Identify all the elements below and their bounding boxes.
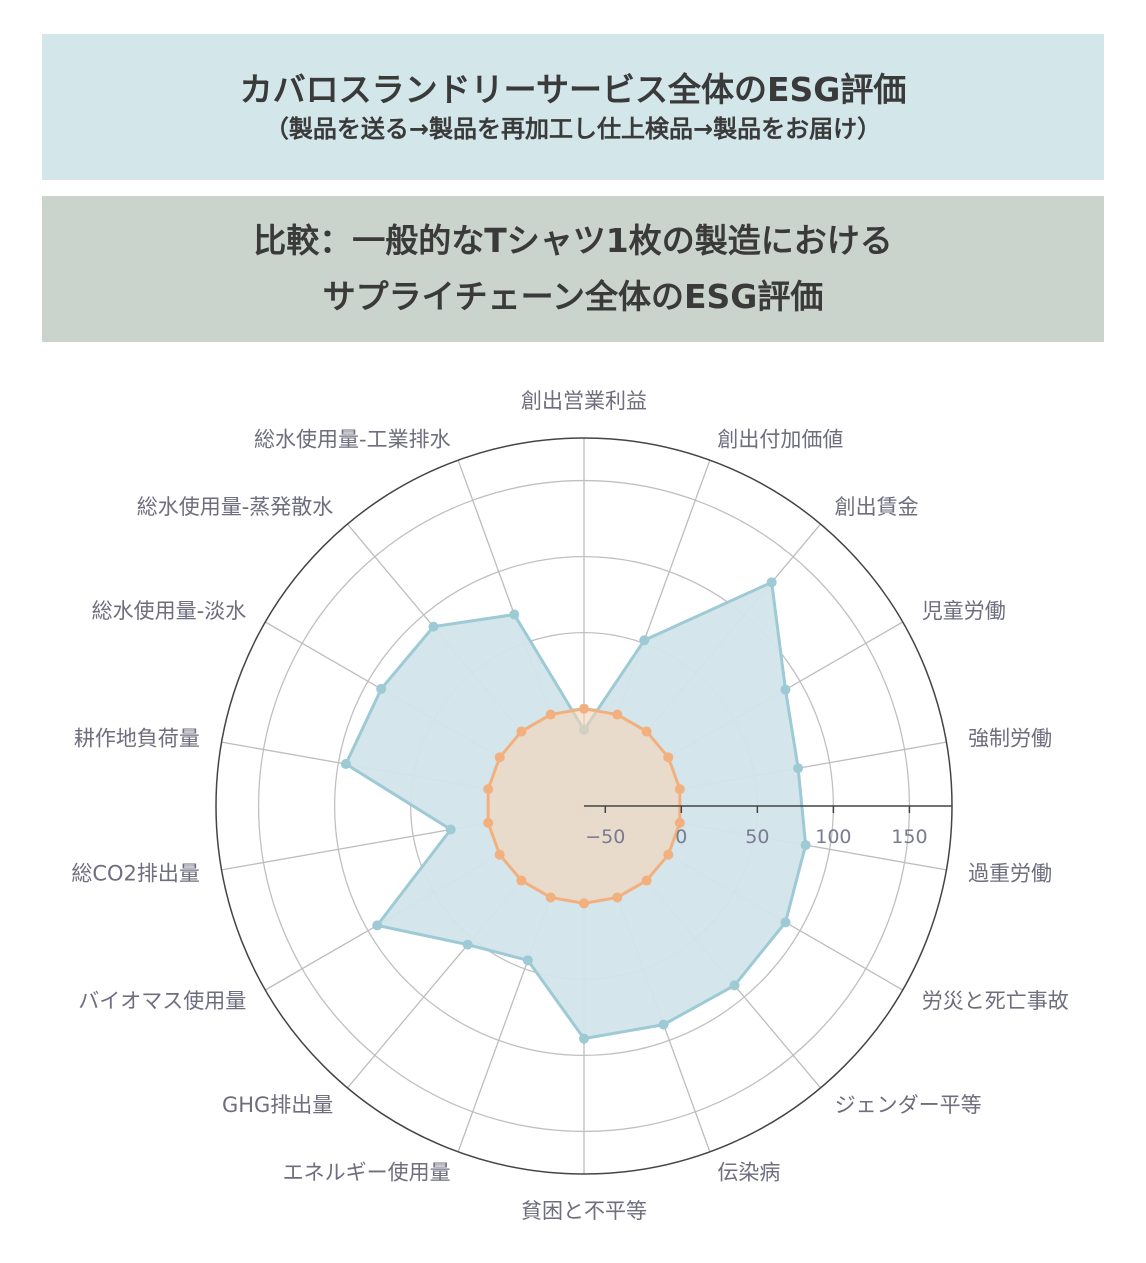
- category-label: 耕作地負荷量: [74, 726, 200, 750]
- category-label: 伝染病: [717, 1160, 780, 1184]
- data-point: [376, 683, 387, 694]
- category-label: 総CO2排出量: [71, 862, 200, 886]
- data-point: [483, 784, 494, 795]
- data-point: [522, 955, 533, 966]
- radial-tick-label: 150: [891, 826, 927, 848]
- data-point: [641, 726, 652, 737]
- data-point: [545, 709, 556, 720]
- comparison-line-2: サプライチェーン全体のESG評価: [322, 277, 824, 316]
- category-label: 児童労働: [922, 599, 1006, 623]
- data-point: [579, 1033, 589, 1044]
- comparison-line-1: 比較：一般的なTシャツ1枚の製造における: [253, 221, 893, 260]
- title-box: カバロスランドリーサービス全体のESG評価 （製品を送る→製品を再加工し仕上検品…: [42, 34, 1104, 180]
- data-point: [793, 763, 804, 774]
- chart-subtitle: （製品を送る→製品を再加工し仕上検品→製品をお届け）: [264, 115, 882, 143]
- data-point: [639, 635, 650, 646]
- data-point: [494, 752, 505, 763]
- category-label: バイオマス使用量: [78, 989, 246, 1013]
- data-point: [800, 840, 811, 851]
- data-point: [509, 609, 520, 620]
- data-point: [674, 784, 685, 795]
- data-point: [780, 917, 791, 928]
- data-point: [674, 817, 685, 828]
- data-point: [658, 1019, 669, 1030]
- category-label: 創出営業利益: [521, 389, 647, 413]
- category-label: 創出賃金: [835, 495, 919, 519]
- data-point: [516, 875, 527, 886]
- data-point: [462, 939, 473, 950]
- data-point: [780, 684, 791, 695]
- data-point: [729, 980, 740, 991]
- data-point: [516, 726, 527, 737]
- data-point: [545, 892, 556, 903]
- radial-tick-label: −50: [585, 826, 625, 848]
- data-point: [579, 898, 589, 909]
- data-point: [445, 824, 456, 835]
- comparison-box: 比較：一般的なTシャツ1枚の製造における サプライチェーン全体のESG評価: [42, 196, 1104, 342]
- category-label: ジェンダー平等: [835, 1093, 982, 1117]
- category-label: 総水使用量-工業排水: [254, 428, 451, 452]
- radial-tick-label: 100: [815, 826, 851, 848]
- data-point: [612, 709, 623, 720]
- data-point: [766, 577, 777, 588]
- radial-tick-label: 0: [675, 826, 687, 848]
- data-point: [663, 752, 674, 763]
- category-label: GHG排出量: [222, 1093, 333, 1117]
- category-label: 強制労働: [968, 726, 1052, 750]
- category-label: 労災と死亡事故: [922, 989, 1069, 1013]
- radial-tick-label: 50: [745, 826, 769, 848]
- data-point: [494, 849, 505, 860]
- data-point: [579, 703, 589, 714]
- data-point: [641, 875, 652, 886]
- category-label: 貧困と不平等: [521, 1199, 647, 1223]
- category-label: 総水使用量-淡水: [92, 599, 247, 623]
- category-label: 創出付加価値: [717, 428, 843, 452]
- chart-title: カバロスランドリーサービス全体のESG評価: [239, 70, 907, 109]
- data-point: [428, 621, 439, 632]
- data-point: [483, 817, 494, 828]
- category-label: 総水使用量-蒸発散水: [137, 495, 334, 519]
- data-point: [612, 892, 623, 903]
- data-point: [372, 920, 383, 931]
- data-point: [663, 849, 674, 860]
- data-point: [340, 759, 351, 770]
- category-label: エネルギー使用量: [283, 1160, 451, 1184]
- category-label: 過重労働: [968, 862, 1052, 886]
